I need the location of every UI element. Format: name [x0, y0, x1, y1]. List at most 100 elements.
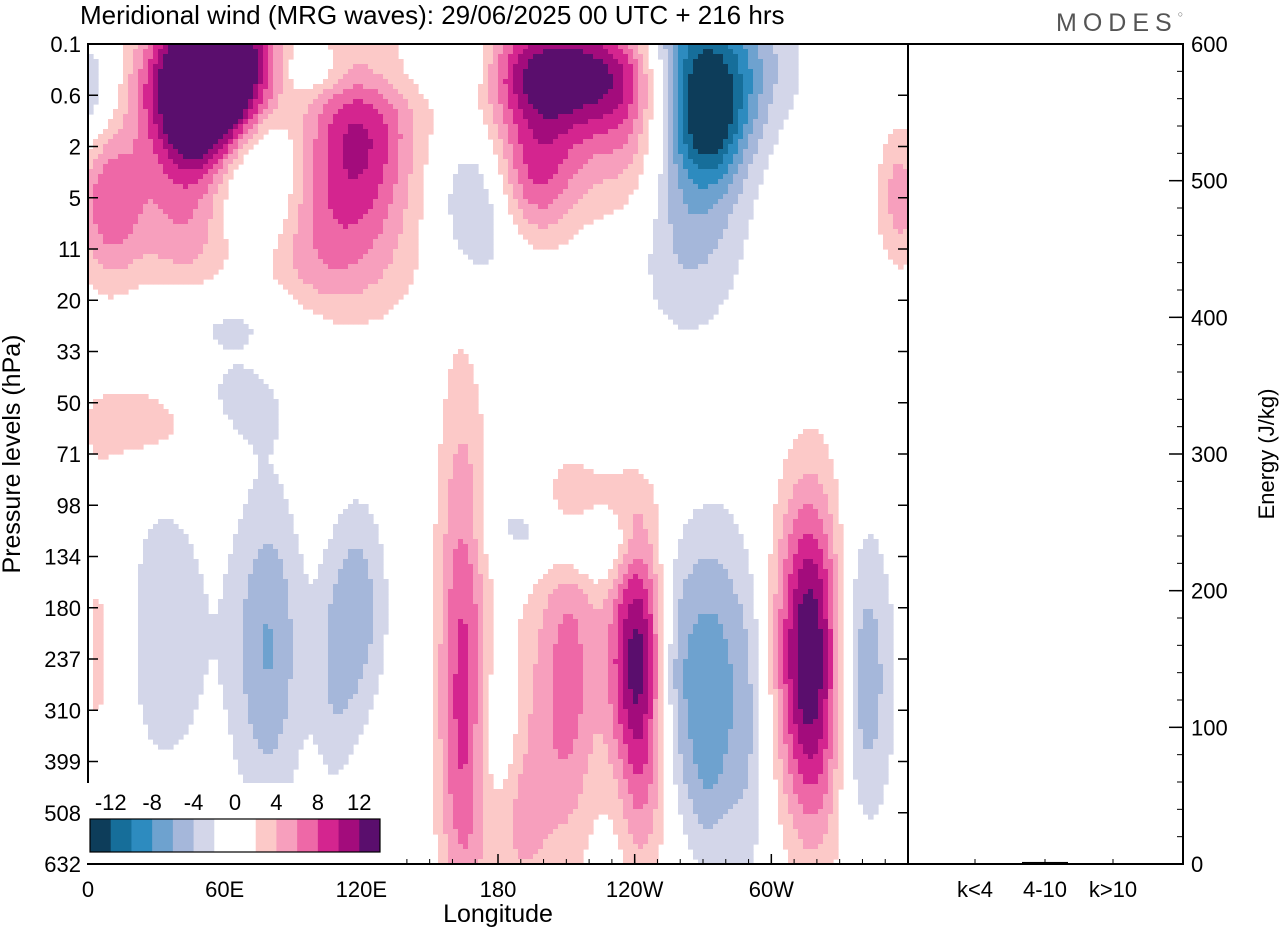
heatmap-cell: [328, 264, 334, 270]
heatmap-cell: [133, 64, 139, 70]
heatmap-cell: [598, 94, 604, 100]
heatmap-cell: [558, 44, 564, 50]
heatmap-cell: [598, 209, 604, 215]
heatmap-cell: [308, 224, 314, 230]
heatmap-cell: [153, 204, 159, 210]
heatmap-cell: [313, 109, 319, 115]
heatmap-cell: [168, 249, 174, 255]
heatmap-cell: [153, 239, 159, 245]
heatmap-cell: [283, 234, 289, 240]
heatmap-cell: [418, 179, 424, 185]
heatmap-cell: [558, 149, 564, 155]
heatmap-cell: [173, 114, 179, 120]
heatmap-cell: [353, 59, 359, 65]
heatmap-cell: [363, 84, 369, 90]
heatmap-cell: [358, 149, 364, 155]
heatmap-cell: [533, 219, 539, 225]
heatmap-cell: [698, 129, 704, 135]
heatmap-cell: [508, 179, 514, 185]
heatmap-cell: [478, 194, 484, 200]
heatmap-cell: [208, 99, 214, 105]
heatmap-cell: [678, 214, 684, 220]
heatmap-cell: [643, 79, 649, 85]
heatmap-cell: [228, 44, 234, 50]
heatmap-cell: [348, 209, 354, 215]
heatmap-cell: [93, 204, 99, 210]
heatmap-cell: [373, 164, 379, 170]
heatmap-cell: [568, 219, 574, 225]
heatmap-cell: [158, 174, 164, 180]
heatmap-cell: [673, 119, 679, 125]
heatmap-cell: [273, 44, 279, 50]
heatmap-cell: [588, 104, 594, 110]
heatmap-cell: [173, 194, 179, 200]
heatmap-cell: [753, 144, 759, 150]
heatmap-cell: [388, 94, 394, 100]
heatmap-cell: [373, 259, 379, 265]
heatmap-cell: [748, 179, 754, 185]
heatmap-cell: [428, 119, 434, 125]
heatmap-cell: [663, 124, 669, 130]
heatmap-cell: [553, 44, 559, 50]
heatmap-cell: [348, 54, 354, 60]
heatmap-cell: [353, 84, 359, 90]
heatmap-cell: [708, 164, 714, 170]
heatmap-cell: [608, 194, 614, 200]
heatmap-cell: [403, 89, 409, 95]
heatmap-cell: [258, 134, 264, 140]
heatmap-cell: [258, 89, 264, 95]
heatmap-cell: [673, 139, 679, 145]
heatmap-cell: [118, 179, 124, 185]
heatmap-cell: [718, 44, 724, 50]
heatmap-cell: [578, 114, 584, 120]
heatmap-cell: [668, 169, 674, 175]
heatmap-cell: [608, 49, 614, 55]
heatmap-cell: [903, 184, 908, 190]
heatmap-cell: [383, 164, 389, 170]
heatmap-cell: [258, 104, 264, 110]
heatmap-cell: [533, 239, 539, 245]
heatmap-cell: [563, 114, 569, 120]
heatmap-cell: [483, 89, 489, 95]
heatmap-cell: [358, 154, 364, 160]
heatmap-cell: [393, 159, 399, 165]
heatmap-cell: [518, 224, 524, 230]
heatmap-cell: [368, 134, 374, 140]
heatmap-cell: [723, 179, 729, 185]
heatmap-cell: [693, 74, 699, 80]
heatmap-cell: [753, 139, 759, 145]
heatmap-cell: [358, 204, 364, 210]
heatmap-cell: [278, 249, 284, 255]
heatmap-cell: [178, 269, 184, 275]
heatmap-cell: [643, 114, 649, 120]
heatmap-cell: [593, 189, 599, 195]
heatmap-cell: [628, 154, 634, 160]
heatmap-cell: [708, 184, 714, 190]
heatmap-cell: [563, 229, 569, 235]
heatmap-cell: [528, 124, 534, 130]
heatmap-cell: [673, 229, 679, 235]
heatmap-cell: [178, 94, 184, 100]
heatmap-cell: [658, 234, 664, 240]
heatmap-cell: [103, 244, 109, 250]
heatmap-cell: [518, 44, 524, 50]
heatmap-cell: [693, 44, 699, 50]
heatmap-cell: [288, 44, 294, 50]
heatmap-cell: [503, 99, 509, 105]
heatmap-cell: [108, 159, 114, 165]
heatmap-cell: [423, 124, 429, 130]
heatmap-cell: [678, 149, 684, 155]
heatmap-cell: [228, 124, 234, 130]
heatmap-cell: [578, 49, 584, 55]
heatmap-cell: [748, 44, 754, 50]
heatmap-cell: [663, 224, 669, 230]
heatmap-cell: [183, 179, 189, 185]
heatmap-cell: [413, 179, 419, 185]
heatmap-cell: [388, 59, 394, 65]
heatmap-cell: [518, 174, 524, 180]
heatmap-cell: [698, 229, 704, 235]
heatmap-cell: [738, 69, 744, 75]
heatmap-cell: [543, 139, 549, 145]
heatmap-cell: [148, 244, 154, 250]
heatmap-cell: [698, 179, 704, 185]
